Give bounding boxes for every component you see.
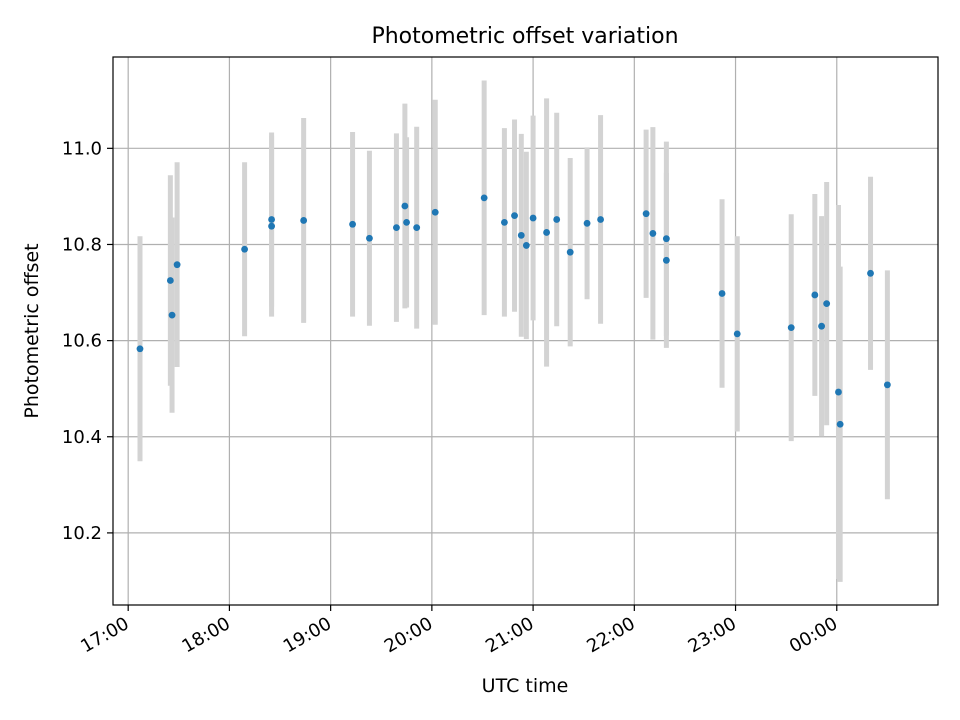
data-point xyxy=(431,208,439,216)
y-axis-ticks: 10.2 10.4 10.6 10.8 11.0 xyxy=(62,138,113,544)
data-point xyxy=(511,212,518,220)
data-point xyxy=(166,277,174,284)
data-point xyxy=(480,194,488,202)
data-point xyxy=(366,234,373,242)
y-tick-label: 10.6 xyxy=(62,331,102,352)
data-point xyxy=(543,229,550,236)
data-point xyxy=(268,216,275,223)
data-point xyxy=(173,261,181,269)
data-point xyxy=(811,291,819,299)
grid xyxy=(113,57,938,605)
data-point xyxy=(718,290,726,297)
data-point xyxy=(300,217,308,224)
data-point xyxy=(501,218,508,226)
data-point xyxy=(529,214,537,222)
y-tick-label: 10.4 xyxy=(62,427,102,448)
data-point xyxy=(662,256,670,264)
x-axis-label: UTC time xyxy=(482,675,569,697)
plot-frame xyxy=(112,56,939,606)
data-point xyxy=(403,218,410,226)
data-point xyxy=(393,224,400,232)
data-point xyxy=(522,242,530,249)
y-tick-label: 10.2 xyxy=(62,523,102,544)
data-point xyxy=(583,219,591,227)
data-point xyxy=(136,345,144,353)
data-point xyxy=(553,216,561,223)
data-points xyxy=(136,194,891,428)
y-axis-label: Photometric offset xyxy=(21,243,43,418)
data-point xyxy=(662,235,670,243)
data-point xyxy=(413,224,421,232)
data-point xyxy=(597,216,604,223)
data-point xyxy=(401,202,409,210)
data-point xyxy=(566,248,574,256)
y-tick-label: 10.8 xyxy=(62,234,102,255)
data-point xyxy=(867,269,874,277)
data-point xyxy=(268,222,275,230)
data-point xyxy=(517,231,525,239)
data-point xyxy=(787,324,795,332)
data-point xyxy=(818,322,825,330)
data-point xyxy=(241,245,248,253)
data-point xyxy=(836,420,844,428)
data-point xyxy=(883,381,891,389)
chart-title: Photometric offset variation xyxy=(371,24,678,49)
data-point xyxy=(168,311,176,319)
y-tick-label: 11.0 xyxy=(62,138,102,159)
data-point xyxy=(642,210,650,218)
data-point xyxy=(349,220,356,228)
data-point xyxy=(835,388,842,396)
data-point xyxy=(649,230,657,237)
data-point xyxy=(733,330,741,338)
data-point xyxy=(823,300,831,307)
